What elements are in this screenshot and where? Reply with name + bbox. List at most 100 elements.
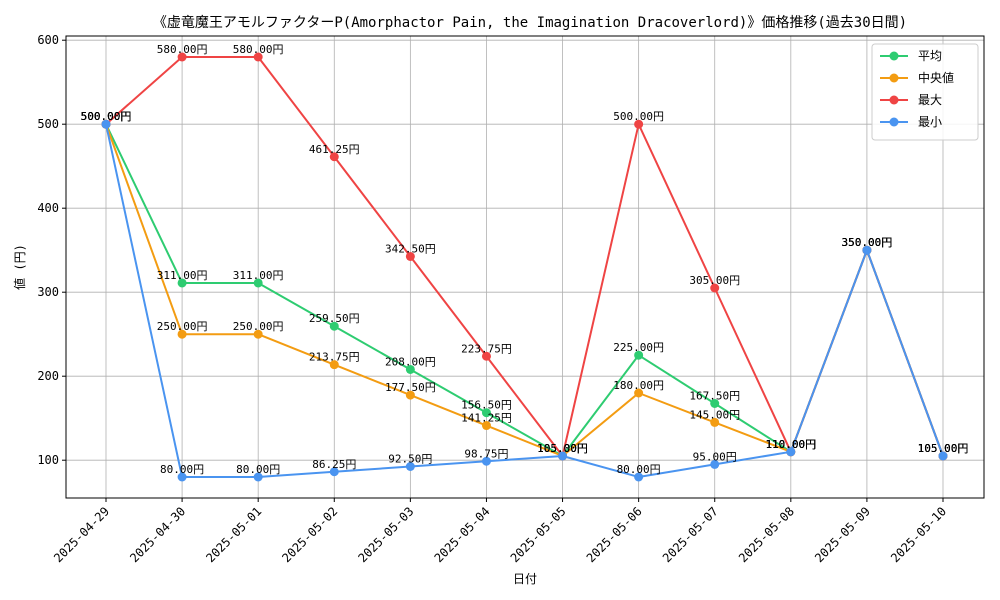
y-tick-label: 300 xyxy=(37,285,59,299)
legend-marker xyxy=(889,51,899,61)
data-point xyxy=(329,321,339,331)
y-tick-label: 100 xyxy=(37,453,59,467)
data-point xyxy=(177,472,187,482)
data-point xyxy=(405,462,415,471)
data-label: 156.50円 xyxy=(461,399,512,412)
y-axis-label: 値 (円) xyxy=(12,244,27,290)
data-point xyxy=(710,459,720,469)
data-point xyxy=(634,350,644,360)
chart-title: 《虚竜魔王アモルファクターP(Amorphactor Pain, the Ima… xyxy=(153,14,907,31)
data-point xyxy=(405,390,415,400)
data-label: 311.00円 xyxy=(157,269,208,282)
data-point xyxy=(786,447,796,457)
data-point xyxy=(177,329,187,339)
data-label: 110.00円 xyxy=(765,438,816,451)
data-label: 180.00円 xyxy=(613,379,664,392)
data-point xyxy=(329,152,339,162)
data-label: 105.00円 xyxy=(918,442,969,455)
data-label: 208.00円 xyxy=(385,355,436,368)
data-point xyxy=(177,278,187,288)
data-point xyxy=(101,119,111,129)
data-point xyxy=(481,421,491,431)
data-label: 305.00円 xyxy=(689,274,740,287)
data-label: 213.75円 xyxy=(309,351,360,364)
legend-label: 中央値 xyxy=(918,70,954,85)
data-label: 177.50円 xyxy=(385,381,436,394)
data-point xyxy=(253,329,263,339)
data-label: 110.00円 xyxy=(765,438,816,451)
legend-label: 平均 xyxy=(918,49,942,63)
data-label: 350.00円 xyxy=(842,236,893,249)
data-point xyxy=(558,451,568,461)
data-point xyxy=(634,472,644,482)
data-label: 80.00円 xyxy=(160,463,204,476)
data-label: 500.00円 xyxy=(81,110,132,123)
data-labels: 500.00円 311.00円 311.00円 259.50円 208.00円 156.5… xyxy=(81,43,969,476)
legend-marker xyxy=(889,95,899,105)
data-label: 167.50円 xyxy=(689,390,740,403)
data-label: 110.00円 xyxy=(765,438,816,451)
data-point xyxy=(253,472,263,482)
data-label: 105.00円 xyxy=(537,442,588,455)
data-label: 500.00円 xyxy=(81,110,132,123)
data-label: 350.00円 xyxy=(842,236,893,249)
data-point xyxy=(710,417,720,427)
data-label: 98.75円 xyxy=(464,447,508,460)
y-tick-label: 400 xyxy=(37,201,59,215)
data-label: 105.00円 xyxy=(537,442,588,455)
data-label: 580.00円 xyxy=(157,43,208,56)
data-point xyxy=(329,467,339,477)
y-tick-label: 500 xyxy=(37,117,59,131)
legend-marker xyxy=(889,73,899,83)
data-label: 105.00円 xyxy=(918,442,969,455)
data-label: 500.00円 xyxy=(613,110,664,123)
data-label: 342.50円 xyxy=(385,243,436,256)
series-line-4 xyxy=(105,123,944,478)
legend-label: 最小 xyxy=(918,115,942,129)
data-point xyxy=(405,364,415,374)
data-label: 225.00円 xyxy=(613,341,664,354)
data-point xyxy=(253,278,263,288)
data-point xyxy=(481,456,491,466)
data-label: 250.00円 xyxy=(233,320,284,333)
data-point xyxy=(862,245,872,255)
data-point xyxy=(634,388,644,398)
data-point xyxy=(481,408,491,418)
data-label: 500.00円 xyxy=(81,110,132,123)
data-point xyxy=(405,252,415,261)
data-label: 311.00円 xyxy=(233,269,284,282)
data-label: 259.50円 xyxy=(309,312,360,325)
data-label: 105.00円 xyxy=(918,442,969,455)
series-layer xyxy=(101,52,948,482)
data-label: 145.00円 xyxy=(689,408,740,421)
y-tick-label: 600 xyxy=(37,33,59,47)
data-label: 110.00円 xyxy=(765,438,816,451)
x-axis-label: 日付 xyxy=(513,572,537,586)
data-label: 141.25円 xyxy=(461,412,512,425)
data-label: 86.25円 xyxy=(312,458,356,471)
data-label: 80.00円 xyxy=(617,463,661,476)
data-label: 250.00円 xyxy=(157,320,208,333)
data-label: 105.00円 xyxy=(918,442,969,455)
legend-label: 最大 xyxy=(918,93,942,107)
data-point xyxy=(710,399,720,408)
data-label: 461.25円 xyxy=(309,143,360,156)
data-label: 350.00円 xyxy=(842,236,893,249)
data-point xyxy=(634,119,644,129)
data-label: 105.00円 xyxy=(537,442,588,455)
data-point xyxy=(253,52,263,62)
data-label: 580.00円 xyxy=(233,43,284,56)
y-tick-label: 200 xyxy=(37,369,59,383)
data-point xyxy=(177,52,187,62)
data-label: 105.00円 xyxy=(537,442,588,455)
data-label: 223.75円 xyxy=(461,342,512,355)
data-label: 92.50円 xyxy=(388,453,432,466)
legend-box xyxy=(871,43,979,141)
data-label: 80.00円 xyxy=(236,463,280,476)
data-point xyxy=(710,283,720,293)
data-label: 95.00円 xyxy=(693,450,737,463)
legend-marker xyxy=(889,117,899,127)
